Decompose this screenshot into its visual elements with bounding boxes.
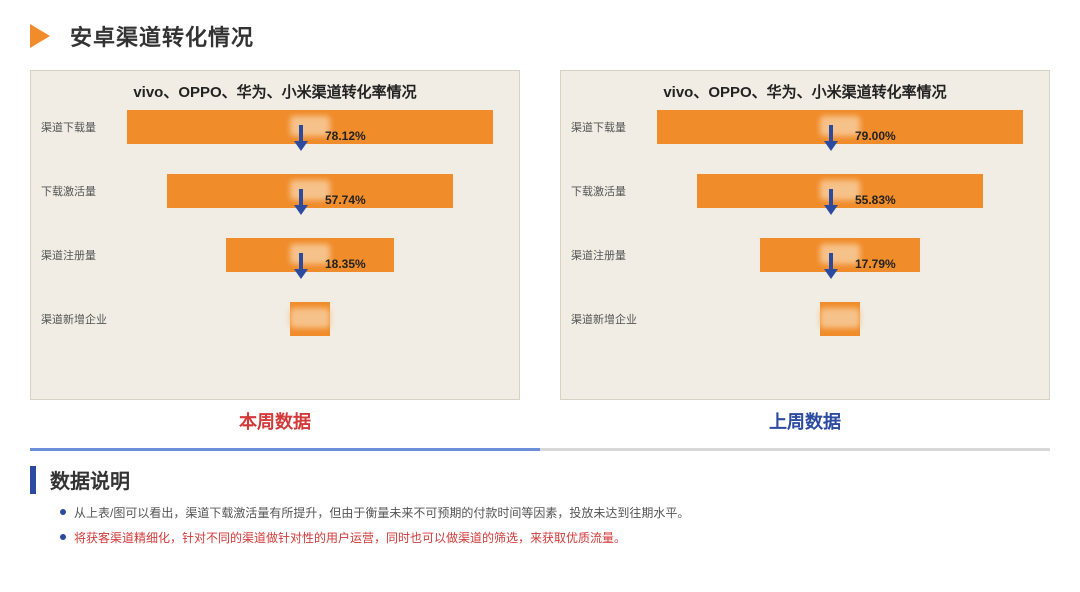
funnel-stage: 下载激活量 xyxy=(571,171,1039,211)
bar-wrap xyxy=(111,238,509,272)
stage-label: 渠道下载量 xyxy=(571,119,641,135)
funnel-bar xyxy=(167,174,454,208)
bar-wrap xyxy=(641,238,1039,272)
blur-overlay xyxy=(820,244,860,264)
stage-label: 渠道新增企业 xyxy=(41,311,111,327)
blur-overlay xyxy=(820,308,860,328)
funnel-bar xyxy=(820,302,860,336)
conversion-rate: 17.79% xyxy=(855,257,896,271)
blur-overlay xyxy=(290,308,330,328)
chart-title-right: vivo、OPPO、华为、小米渠道转化率情况 xyxy=(571,81,1039,102)
blur-overlay xyxy=(290,180,330,200)
conversion-rate: 57.74% xyxy=(325,193,366,207)
funnel-bar xyxy=(226,238,393,272)
page-header: 安卓渠道转化情况 xyxy=(0,0,1080,62)
stage-label: 渠道注册量 xyxy=(41,247,111,263)
funnel-stage: 渠道注册量 xyxy=(41,235,509,275)
notes-header: 数据说明 xyxy=(30,465,1050,494)
funnel-stage: 下载激活量 xyxy=(41,171,509,211)
conversion-rate: 79.00% xyxy=(855,129,896,143)
bar-wrap xyxy=(111,110,509,144)
chart-caption-right: 上周数据 xyxy=(560,408,1050,434)
funnel-body-left: 渠道下载量 78.12% 下载激活量 57.74% 渠道注册量 18.35% 渠道新增企业 xyxy=(41,107,509,363)
blur-overlay xyxy=(820,180,860,200)
blur-overlay xyxy=(290,116,330,136)
bar-wrap xyxy=(111,302,509,336)
chart-column-right: vivo、OPPO、华为、小米渠道转化率情况 渠道下载量 79.00% 下载激活量 5… xyxy=(560,70,1050,434)
conversion-rate: 18.35% xyxy=(325,257,366,271)
funnel-bar xyxy=(697,174,984,208)
bar-wrap xyxy=(641,302,1039,336)
chart-title-left: vivo、OPPO、华为、小米渠道转化率情况 xyxy=(41,81,509,102)
stage-label: 渠道新增企业 xyxy=(571,311,641,327)
notes-accent-bar xyxy=(30,466,36,494)
funnel-stage: 渠道注册量 xyxy=(571,235,1039,275)
funnel-chart-right: vivo、OPPO、华为、小米渠道转化率情况 渠道下载量 79.00% 下载激活量 5… xyxy=(560,70,1050,400)
funnel-stage: 渠道下载量 xyxy=(41,107,509,147)
chart-caption-left: 本周数据 xyxy=(30,408,520,434)
blur-overlay xyxy=(820,116,860,136)
stage-label: 下载激活量 xyxy=(571,183,641,199)
bar-wrap xyxy=(641,110,1039,144)
funnel-stage: 渠道新增企业 xyxy=(571,299,1039,339)
funnel-bar xyxy=(127,110,493,144)
funnel-stage: 渠道下载量 xyxy=(571,107,1039,147)
funnel-bar xyxy=(290,302,330,336)
blur-overlay xyxy=(290,244,330,264)
header-triangle-icon xyxy=(30,24,50,48)
chart-column-left: vivo、OPPO、华为、小米渠道转化率情况 渠道下载量 78.12% 下载激活量 5… xyxy=(30,70,520,434)
conversion-rate: 55.83% xyxy=(855,193,896,207)
notes-list: 从上表/图可以看出，渠道下载激活量有所提升，但由于衡量未来不可预期的付款时间等因… xyxy=(0,504,1080,546)
page-title: 安卓渠道转化情况 xyxy=(70,20,254,52)
section-divider xyxy=(30,448,1050,451)
stage-label: 渠道下载量 xyxy=(41,119,111,135)
note-item: 从上表/图可以看出，渠道下载激活量有所提升，但由于衡量未来不可预期的付款时间等因… xyxy=(60,504,1050,521)
bar-wrap xyxy=(641,174,1039,208)
note-item: 将获客渠道精细化，针对不同的渠道做针对性的用户运营，同时也可以做渠道的筛选，来获… xyxy=(60,529,1050,546)
stage-label: 下载激活量 xyxy=(41,183,111,199)
charts-row: vivo、OPPO、华为、小米渠道转化率情况 渠道下载量 78.12% 下载激活量 5… xyxy=(0,70,1080,434)
funnel-bar xyxy=(657,110,1023,144)
notes-title: 数据说明 xyxy=(50,465,130,494)
stage-label: 渠道注册量 xyxy=(571,247,641,263)
funnel-chart-left: vivo、OPPO、华为、小米渠道转化率情况 渠道下载量 78.12% 下载激活量 5… xyxy=(30,70,520,400)
conversion-rate: 78.12% xyxy=(325,129,366,143)
bar-wrap xyxy=(111,174,509,208)
funnel-body-right: 渠道下载量 79.00% 下载激活量 55.83% 渠道注册量 17.79% 渠道新增企业 xyxy=(571,107,1039,363)
funnel-stage: 渠道新增企业 xyxy=(41,299,509,339)
